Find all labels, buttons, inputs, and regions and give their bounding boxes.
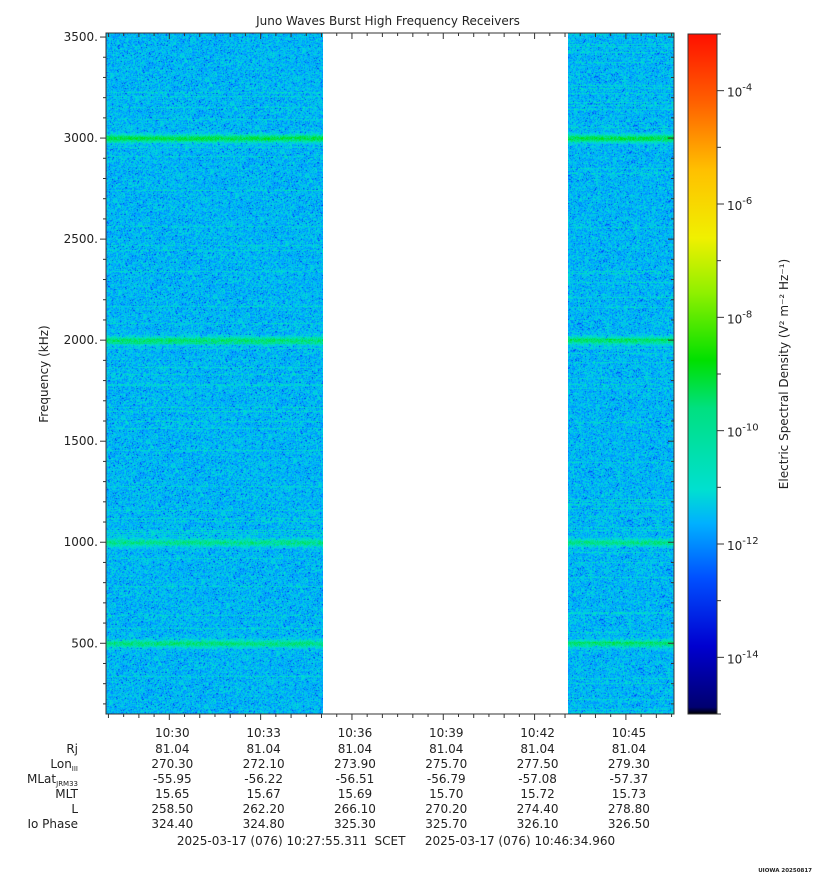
ephemeris-value: 15.72 bbox=[520, 787, 554, 801]
ephemeris-value: 81.04 bbox=[429, 742, 463, 756]
ephemeris-value: 273.90 bbox=[334, 757, 376, 771]
ephemeris-value: 275.70 bbox=[425, 757, 467, 771]
ephemeris-value: 258.50 bbox=[151, 802, 193, 816]
ephemeris-row-label: Rj bbox=[66, 742, 78, 756]
ephemeris-value: 81.04 bbox=[338, 742, 372, 756]
time-span-end: 2025-03-17 (076) 10:46:34.960 bbox=[425, 834, 615, 848]
ephemeris-value: 81.04 bbox=[155, 742, 189, 756]
ephemeris-value: 326.10 bbox=[517, 817, 559, 831]
colorbar-tick-label: 10-10 bbox=[727, 423, 759, 440]
ephemeris-value: 270.30 bbox=[151, 757, 193, 771]
colorbar: 10-4 10-6 10-8 10-10 10-12 10-14 bbox=[687, 33, 759, 715]
ephemeris-value: 81.04 bbox=[246, 742, 280, 756]
x-tick-label: 10:42 bbox=[520, 726, 555, 740]
plot-area bbox=[106, 33, 674, 714]
ephemeris-row-label: Io Phase bbox=[27, 817, 78, 831]
ephemeris-value: -56.51 bbox=[336, 772, 375, 786]
ephemeris-value: 15.70 bbox=[429, 787, 463, 801]
ephemeris-value: 81.04 bbox=[520, 742, 554, 756]
y-tick-label: 3500. bbox=[64, 30, 98, 44]
ephemeris-value: 262.20 bbox=[243, 802, 285, 816]
axes: 500. 1000. 1500. 2000. 2500. 3000. 3500. 10:30 1… bbox=[64, 30, 675, 740]
ephemeris-value: 326.50 bbox=[608, 817, 650, 831]
ephemeris-value: 15.65 bbox=[155, 787, 189, 801]
ephemeris-value: 266.10 bbox=[334, 802, 376, 816]
ephemeris-row-label: MLT bbox=[55, 787, 78, 801]
ephemeris-value: 270.20 bbox=[425, 802, 467, 816]
spectrogram-segment-2 bbox=[568, 33, 674, 714]
y-tick-label: 2500. bbox=[64, 232, 98, 246]
colorbar-tick-label: 10-12 bbox=[727, 536, 759, 553]
ephemeris-row-label: LonIII bbox=[50, 757, 78, 773]
ephemeris-value: -55.95 bbox=[153, 772, 192, 786]
ephemeris-value: -56.22 bbox=[244, 772, 283, 786]
ephemeris-value: 277.50 bbox=[517, 757, 559, 771]
ephemeris-value: 325.30 bbox=[334, 817, 376, 831]
y-tick-label: 1000. bbox=[64, 535, 98, 549]
x-tick-label: 10:36 bbox=[338, 726, 373, 740]
ephemeris-value: 15.73 bbox=[612, 787, 646, 801]
x-tick-label: 10:45 bbox=[612, 726, 647, 740]
ephemeris-value: -57.37 bbox=[610, 772, 649, 786]
chart-title: Juno Waves Burst High Frequency Receiver… bbox=[255, 14, 520, 28]
time-span-label: SCET bbox=[375, 834, 407, 848]
colorbar-tick-label: 10-14 bbox=[727, 649, 759, 666]
x-tick-label: 10:33 bbox=[246, 726, 281, 740]
y-tick-label: 3000. bbox=[64, 131, 98, 145]
colorbar-tick-label: 10-6 bbox=[727, 196, 752, 213]
ephemeris-value: 278.80 bbox=[608, 802, 650, 816]
ephemeris-value: 325.70 bbox=[425, 817, 467, 831]
ephemeris-value: 15.67 bbox=[246, 787, 280, 801]
plot-frame bbox=[105, 32, 675, 715]
x-tick-label: 10:39 bbox=[429, 726, 464, 740]
ephemeris-value: 274.40 bbox=[517, 802, 559, 816]
version-stamp: UIOWA 20250817 bbox=[758, 868, 812, 874]
ephemeris-value: 272.10 bbox=[243, 757, 285, 771]
colorbar-gradient bbox=[687, 33, 718, 715]
ephemeris-value: 15.69 bbox=[338, 787, 372, 801]
ephemeris-row-label: MLatJRM33 bbox=[27, 772, 78, 788]
colorbar-tick-label: 10-4 bbox=[727, 83, 752, 100]
colorbar-tick-label: 10-8 bbox=[727, 309, 752, 326]
ephemeris-value: 324.40 bbox=[151, 817, 193, 831]
y-tick-label: 1500. bbox=[64, 434, 98, 448]
y-tick-label: 500. bbox=[71, 636, 98, 650]
x-tick-label: 10:30 bbox=[155, 726, 190, 740]
ephemeris-value: -56.79 bbox=[427, 772, 466, 786]
spectrogram-segment-1 bbox=[106, 33, 323, 714]
ephemeris-value: 279.30 bbox=[608, 757, 650, 771]
ephemeris-value: 81.04 bbox=[612, 742, 646, 756]
y-axis-label: Frequency (kHz) bbox=[37, 325, 51, 422]
time-span-start: 2025-03-17 (076) 10:27:55.311 bbox=[177, 834, 367, 848]
y-tick-label: 2000. bbox=[64, 333, 98, 347]
ephemeris-row-label: L bbox=[71, 802, 78, 816]
colorbar-label: Electric Spectral Density (V² m⁻² Hz⁻¹) bbox=[777, 259, 791, 489]
ephemeris-value: 324.80 bbox=[243, 817, 285, 831]
ephemeris-value: -57.08 bbox=[518, 772, 557, 786]
